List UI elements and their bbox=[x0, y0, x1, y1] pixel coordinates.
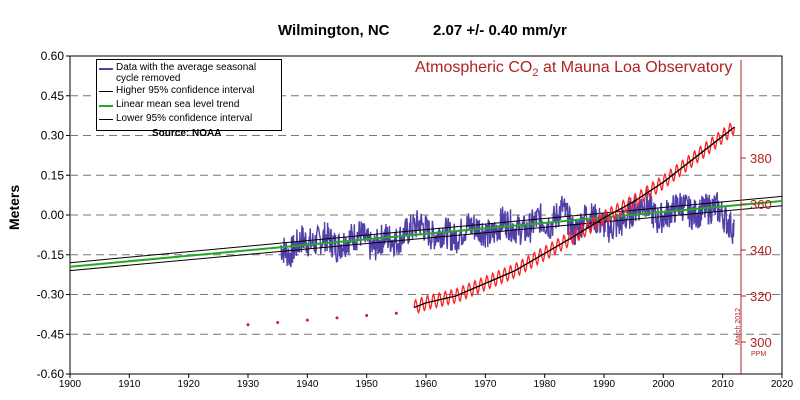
y-axis-label: Meters bbox=[6, 184, 22, 230]
chart-title-trend: 2.07 +/- 0.40 mm/yr bbox=[433, 22, 567, 39]
series-higher-ci-line bbox=[69, 195, 783, 264]
legend-label-data-line2: cycle removed bbox=[116, 73, 181, 84]
ppm-label: PPM bbox=[751, 351, 767, 358]
x-tick-label: 2020 bbox=[771, 379, 794, 390]
co2-ice-core-point bbox=[276, 320, 280, 324]
source-label: Source: NOAA bbox=[152, 128, 222, 139]
co2-tick-label: 360 bbox=[750, 197, 772, 212]
x-tick-label: 2010 bbox=[712, 379, 735, 390]
co2-ice-core-point bbox=[394, 311, 398, 315]
co2-title: Atmospheric CO2 at Mauna Loa Observatory bbox=[415, 59, 732, 79]
legend-label-lower-ci: Lower 95% confidence interval bbox=[116, 113, 253, 124]
co2-tick-label: 380 bbox=[750, 151, 772, 166]
legend-swatch-data bbox=[99, 68, 113, 70]
co2-ice-core-point bbox=[365, 314, 369, 318]
y-tick-label: -0.15 bbox=[37, 248, 65, 262]
x-tick-label: 1940 bbox=[296, 379, 319, 390]
co2-monthly-line bbox=[413, 122, 736, 315]
x-tick-label: 1920 bbox=[178, 379, 201, 390]
series-data-line bbox=[279, 189, 736, 268]
y-tick-label: 0.45 bbox=[41, 89, 65, 103]
y-tick-label: 0.60 bbox=[41, 49, 65, 63]
x-tick-label: 1930 bbox=[237, 379, 260, 390]
co2-tick-label: 340 bbox=[750, 243, 772, 258]
co2-trend-line bbox=[413, 126, 735, 309]
x-tick-label: 1910 bbox=[118, 379, 141, 390]
x-tick-label: 1960 bbox=[415, 379, 438, 390]
x-tick-label: 1950 bbox=[356, 379, 379, 390]
co2-tick-label: 300 bbox=[750, 335, 772, 350]
legend-swatch-trend bbox=[99, 105, 113, 107]
co2-title-rest: at Mauna Loa Observatory bbox=[538, 59, 733, 76]
co2-title-main: Atmospheric CO bbox=[415, 59, 533, 76]
co2-ice-core-point bbox=[246, 323, 250, 327]
march-2012-label: March 2012 bbox=[735, 308, 742, 345]
y-tick-label: -0.30 bbox=[37, 288, 65, 302]
legend-swatch-lower-ci bbox=[99, 119, 113, 120]
co2-title-sub: 2 bbox=[532, 67, 539, 80]
legend: Data with the average seasonal cycle rem… bbox=[96, 59, 282, 131]
legend-label-higher-ci: Higher 95% confidence interval bbox=[116, 85, 255, 96]
co2-tick-label: 320 bbox=[750, 289, 772, 304]
x-tick-label: 1990 bbox=[593, 379, 616, 390]
y-tick-label: 0.00 bbox=[41, 208, 65, 222]
legend-swatch-higher-ci bbox=[99, 91, 113, 92]
series-lower-ci-line bbox=[69, 205, 783, 272]
y-tick-label: 0.30 bbox=[41, 129, 65, 143]
co2-ice-core-point bbox=[305, 318, 309, 322]
y-tick-label: 0.15 bbox=[41, 168, 65, 182]
y-tick-label: -0.60 bbox=[37, 367, 65, 381]
x-tick-label: 2000 bbox=[652, 379, 675, 390]
legend-label-data-line1: Data with the average seasonal bbox=[116, 62, 257, 73]
x-tick-label: 1970 bbox=[474, 379, 497, 390]
co2-ice-core-point bbox=[335, 316, 339, 320]
series-trend-line bbox=[69, 200, 783, 268]
x-tick-label: 1980 bbox=[534, 379, 557, 390]
chart-title-station: Wilmington, NC bbox=[278, 22, 390, 39]
legend-label-trend: Linear mean sea level trend bbox=[116, 99, 240, 110]
y-tick-label: -0.45 bbox=[37, 327, 65, 341]
x-tick-label: 1900 bbox=[59, 379, 82, 390]
